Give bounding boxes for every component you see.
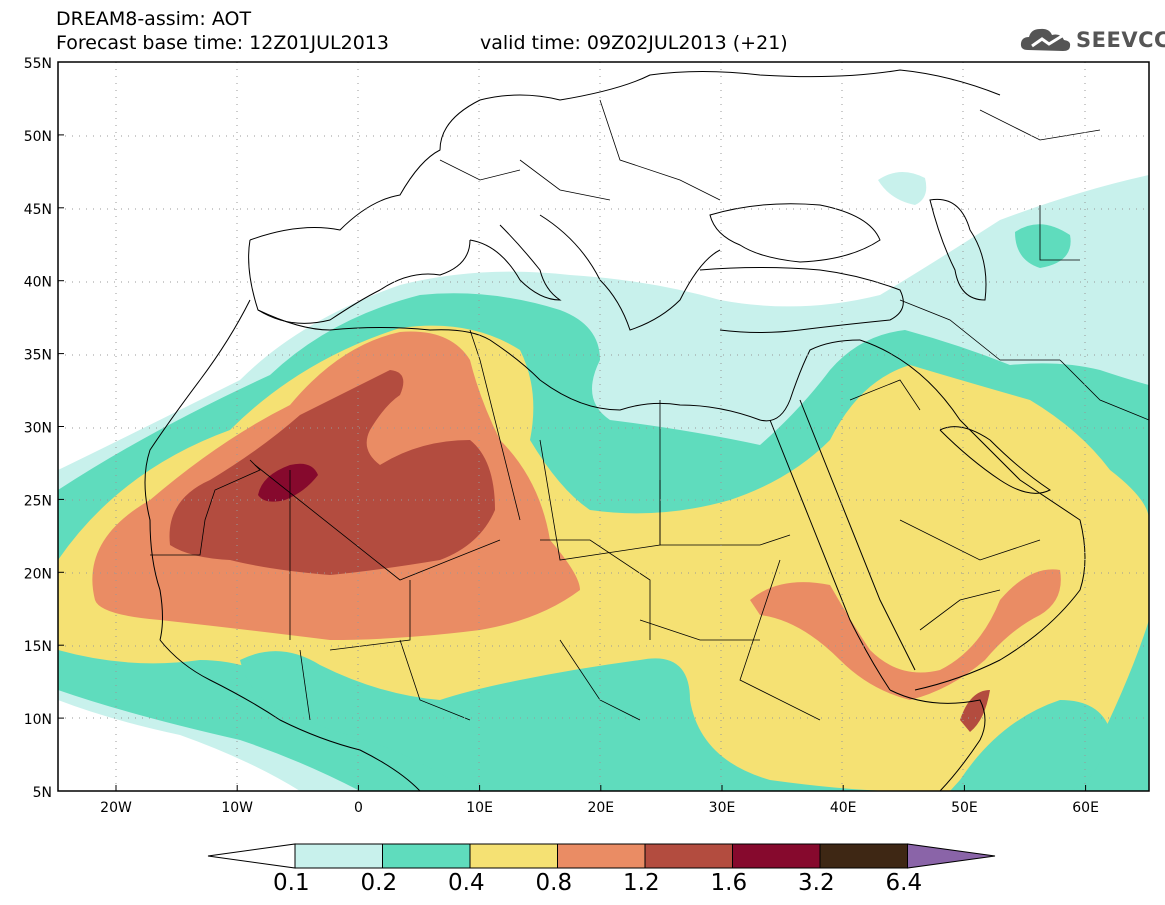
lon-label: 40E [830, 800, 857, 816]
legend-label: 0.1 [273, 870, 310, 896]
lat-axis: 55N 50N 45N 40N 35N 30N 25N 20N 15N 10N 5N [24, 56, 64, 801]
legend-label: 0.2 [360, 870, 398, 896]
lat-label: 50N [24, 129, 52, 145]
lat-label: 55N [24, 56, 52, 72]
lon-axis: 20W 10W 0 10E 20E 30E 40E 50E 60E [100, 785, 1099, 816]
logo-text: SEEVCCC [1076, 28, 1165, 52]
map-grid [58, 62, 1149, 791]
lon-label: 50E [951, 800, 978, 816]
legend-swatch [732, 843, 821, 869]
lon-label: 10W [221, 800, 253, 816]
lat-label: 5N [33, 785, 52, 801]
legend-label: 1.2 [623, 870, 660, 896]
lon-label: 20E [587, 800, 614, 816]
country-borders [150, 99, 1149, 721]
legend-swatch [382, 843, 471, 869]
lon-label: 30E [709, 800, 736, 816]
legend-label: 6.4 [885, 870, 923, 896]
legend-swatch [819, 843, 908, 869]
valid-time: valid time: 09Z02JUL2013 (+21) [480, 32, 788, 54]
map-title: DREAM8-assim: AOT [56, 8, 252, 30]
aot-level-1.6 [258, 463, 318, 502]
lat-label: 15N [24, 639, 52, 655]
lat-label: 20N [24, 566, 52, 582]
forecast-base-time: Forecast base time: 12Z01JUL2013 [56, 32, 389, 54]
legend-swatch [644, 843, 733, 869]
lat-label: 45N [24, 202, 52, 218]
legend-label: 1.6 [710, 870, 748, 896]
lon-label: 10E [466, 800, 493, 816]
lon-label: 60E [1072, 800, 1099, 816]
lon-label: 0 [354, 800, 363, 816]
lat-label: 30N [24, 421, 52, 437]
cloud-icon [1020, 28, 1071, 51]
legend-label: 0.8 [535, 870, 573, 896]
lat-label: 35N [24, 348, 52, 364]
aot-field [58, 62, 1149, 791]
lon-label: 20W [100, 800, 132, 816]
legend-swatch [469, 843, 558, 869]
aot-level-1.2 [169, 370, 495, 575]
legend-swatch [557, 843, 646, 869]
lat-label: 40N [24, 275, 52, 291]
legend-label: 0.4 [448, 870, 485, 896]
seevccc-logo: SEEVCCC [1018, 24, 1165, 56]
legend-label: 3.2 [798, 870, 835, 896]
legend-arrow-low [207, 843, 296, 869]
legend-arrow-high [907, 843, 996, 869]
lat-label: 25N [24, 493, 52, 509]
coastlines [144, 69, 1086, 791]
lat-label: 10N [24, 712, 52, 728]
legend-swatch [294, 843, 383, 869]
